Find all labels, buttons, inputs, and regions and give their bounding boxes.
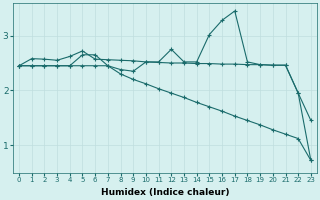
X-axis label: Humidex (Indice chaleur): Humidex (Indice chaleur) xyxy=(101,188,229,197)
